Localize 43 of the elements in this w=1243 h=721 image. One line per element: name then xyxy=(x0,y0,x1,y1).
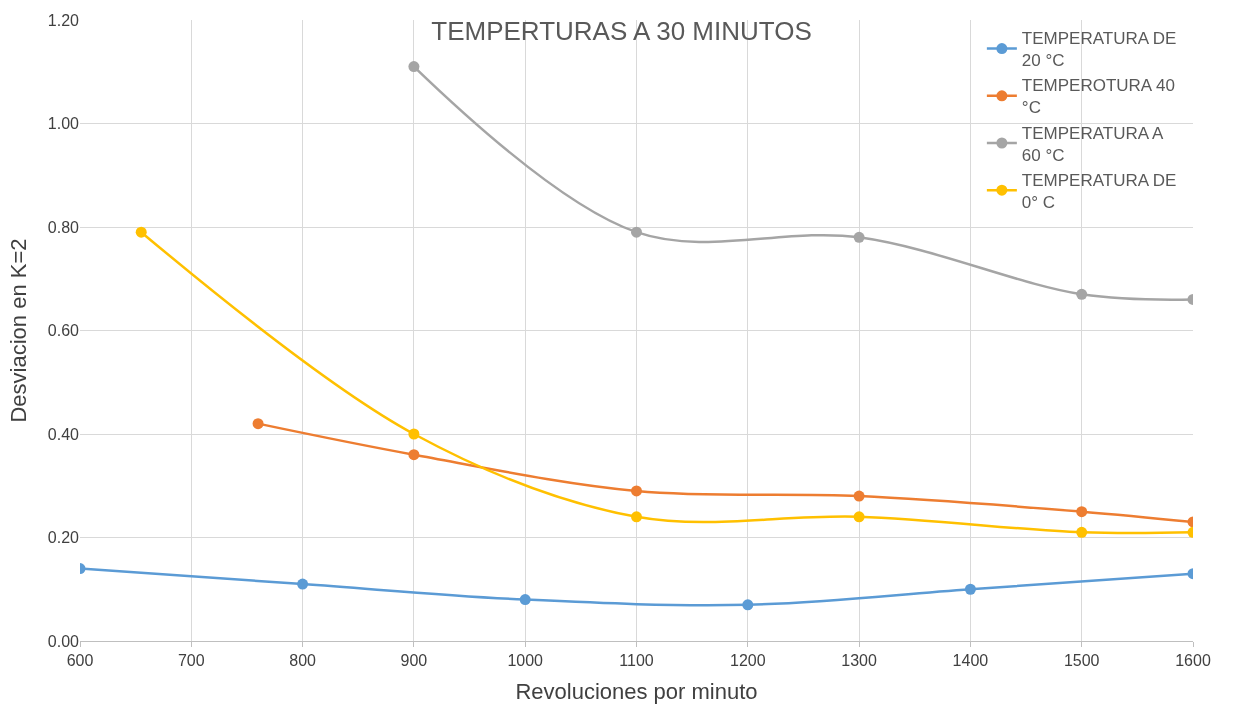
x-tick-label: 1200 xyxy=(730,652,766,670)
point xyxy=(631,485,642,497)
legend-label: TEMPERATURA DE 0° C xyxy=(1021,170,1177,212)
point xyxy=(1076,288,1088,300)
y-tick-label: 1.20 xyxy=(47,11,80,29)
x-tick-label: 1400 xyxy=(952,652,989,670)
y-axis-title: Desviacion en K=2 xyxy=(5,238,31,423)
point xyxy=(853,231,865,243)
y-tick-label: 1.00 xyxy=(47,115,80,133)
point xyxy=(135,226,147,238)
chart-title: TEMPERTURAS A 30 MINUTOS xyxy=(431,15,812,46)
point xyxy=(408,428,420,440)
point xyxy=(964,583,976,595)
x-tick-label: 900 xyxy=(400,652,428,670)
point xyxy=(297,578,309,590)
x-tick-label: 800 xyxy=(289,652,317,670)
point xyxy=(1076,526,1088,538)
y-tick-label: 0.60 xyxy=(47,322,80,340)
y-tick-label: 0.40 xyxy=(47,425,80,443)
x-tick-label: 1000 xyxy=(507,652,544,670)
point xyxy=(742,599,754,611)
point xyxy=(408,61,420,73)
legend-label: TEMPERATURA A 60 °C xyxy=(1021,123,1164,165)
point xyxy=(519,594,531,606)
legend-label: TEMPERATURA DE 20 °C xyxy=(1021,29,1177,71)
point xyxy=(631,511,642,523)
y-tick-label: 0.80 xyxy=(47,218,80,236)
x-tick-label: 1500 xyxy=(1063,652,1100,670)
x-tick-label: 600 xyxy=(66,652,94,670)
x-tick-label: 1600 xyxy=(1175,652,1211,670)
point xyxy=(1076,506,1088,518)
point xyxy=(408,449,420,461)
point xyxy=(853,490,865,502)
x-tick-label: 1300 xyxy=(841,652,877,670)
y-tick-label: 0.20 xyxy=(47,529,80,547)
y-tick-label: 0.00 xyxy=(47,632,80,650)
x-tick-label: 1100 xyxy=(619,652,654,670)
point xyxy=(252,418,264,430)
point xyxy=(853,511,865,523)
x-tick-label: 700 xyxy=(177,652,205,670)
x-axis-title: Revoluciones por minuto xyxy=(515,679,758,705)
point xyxy=(631,226,642,238)
legend-label: TEMPEROTURA 40 °C xyxy=(1021,76,1175,118)
